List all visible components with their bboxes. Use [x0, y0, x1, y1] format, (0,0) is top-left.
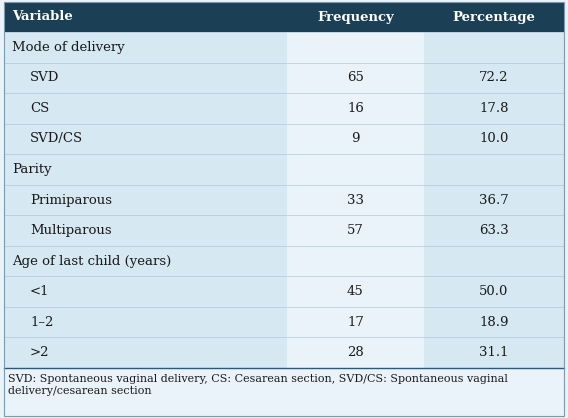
Text: 72.2: 72.2: [479, 71, 509, 84]
Text: 63.3: 63.3: [479, 224, 509, 237]
Text: 57: 57: [347, 224, 364, 237]
Bar: [424, 337, 564, 368]
Bar: [424, 32, 564, 63]
Bar: [287, 32, 424, 63]
Text: SVD/CS: SVD/CS: [30, 133, 83, 145]
Text: SVD: Spontaneous vaginal delivery, CS: Cesarean section, SVD/CS: Spontaneous vag: SVD: Spontaneous vaginal delivery, CS: C…: [8, 374, 508, 395]
Text: 33: 33: [347, 194, 364, 206]
Bar: [424, 154, 564, 185]
Text: 50.0: 50.0: [479, 285, 509, 298]
Text: 16: 16: [347, 102, 364, 115]
Bar: [4, 276, 287, 307]
Text: Mode of delivery: Mode of delivery: [12, 41, 125, 54]
Bar: [4, 32, 287, 63]
Bar: [4, 2, 564, 32]
Bar: [424, 215, 564, 246]
Bar: [424, 276, 564, 307]
Bar: [287, 215, 424, 246]
Text: Frequency: Frequency: [317, 10, 394, 23]
Bar: [287, 337, 424, 368]
Bar: [4, 63, 287, 93]
Bar: [4, 185, 287, 215]
Bar: [424, 307, 564, 337]
Text: Variable: Variable: [12, 10, 73, 23]
Bar: [4, 246, 287, 276]
Bar: [4, 124, 287, 154]
Bar: [4, 93, 287, 124]
Text: 28: 28: [347, 346, 364, 359]
Bar: [424, 246, 564, 276]
Text: <1: <1: [30, 285, 49, 298]
Text: 45: 45: [347, 285, 364, 298]
Text: 1–2: 1–2: [30, 316, 53, 329]
Bar: [287, 185, 424, 215]
Bar: [424, 63, 564, 93]
Bar: [287, 93, 424, 124]
Bar: [4, 154, 287, 185]
Text: 31.1: 31.1: [479, 346, 509, 359]
Text: >2: >2: [30, 346, 49, 359]
Bar: [287, 63, 424, 93]
Text: 36.7: 36.7: [479, 194, 509, 206]
Text: Age of last child (years): Age of last child (years): [12, 255, 171, 268]
Text: Primiparous: Primiparous: [30, 194, 112, 206]
Text: 9: 9: [351, 133, 360, 145]
Text: 10.0: 10.0: [479, 133, 509, 145]
Text: 18.9: 18.9: [479, 316, 509, 329]
Bar: [287, 307, 424, 337]
Bar: [4, 215, 287, 246]
Text: 17: 17: [347, 316, 364, 329]
Bar: [4, 337, 287, 368]
Text: Parity: Parity: [12, 163, 52, 176]
Text: SVD: SVD: [30, 71, 60, 84]
Bar: [287, 154, 424, 185]
Bar: [424, 124, 564, 154]
Text: CS: CS: [30, 102, 49, 115]
Bar: [424, 93, 564, 124]
Bar: [287, 276, 424, 307]
Text: 65: 65: [347, 71, 364, 84]
Text: Percentage: Percentage: [453, 10, 536, 23]
Bar: [4, 307, 287, 337]
Text: 17.8: 17.8: [479, 102, 509, 115]
Bar: [287, 246, 424, 276]
Text: Multiparous: Multiparous: [30, 224, 112, 237]
Bar: [4, 368, 564, 416]
Bar: [424, 185, 564, 215]
Bar: [287, 124, 424, 154]
